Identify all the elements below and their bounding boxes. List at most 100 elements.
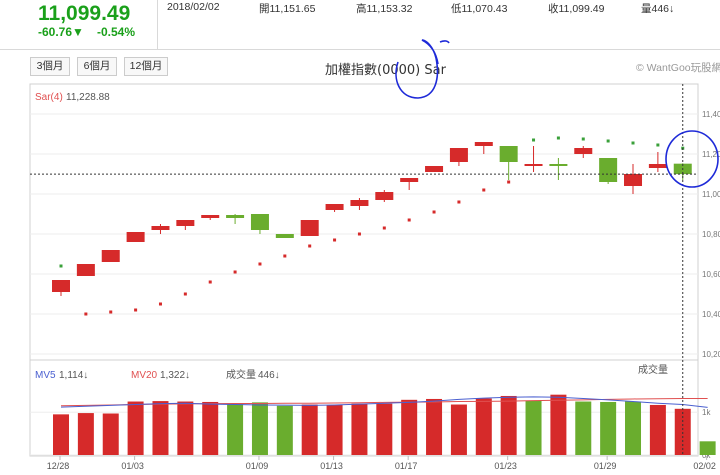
sar-legend-value: 11,228.88 — [66, 92, 110, 103]
volume-bar — [600, 401, 617, 455]
sar-point — [532, 138, 536, 142]
high-value: 高11,153.32 — [356, 3, 413, 15]
date-tick-label: 01/13 — [320, 461, 343, 471]
sar-point — [258, 262, 262, 266]
date-axis: 12/28 01/03 01/09 01/13 01/17 01/23 01/29 02/02 — [47, 456, 716, 471]
price-tick-label: 10,400 — [702, 310, 720, 319]
candle-body — [176, 220, 195, 226]
sar-point — [183, 292, 187, 296]
sar-point — [134, 308, 138, 312]
mv5-label: MV5 — [35, 370, 56, 381]
price-tick-label: 11,400 — [702, 110, 720, 119]
volume-bar — [674, 408, 691, 455]
volume-panel-title: 成交量 — [638, 363, 668, 376]
candle-body — [52, 280, 70, 292]
volume-axis: 0k 1k — [702, 408, 711, 460]
candle-body — [549, 164, 568, 166]
date-tick-label: 12/28 — [47, 461, 70, 471]
volume-legend-value: 446↓ — [258, 370, 280, 381]
volume-bars — [53, 394, 716, 455]
index-change-percent: -0.54% — [97, 25, 136, 39]
candle-body — [624, 174, 643, 186]
sar-point — [283, 254, 287, 258]
candle-body — [375, 192, 394, 200]
open-value: 開11,151.65 — [259, 3, 316, 15]
volume-bar — [376, 403, 393, 455]
sar-point — [333, 238, 337, 242]
date-tick-label: 01/23 — [494, 461, 517, 471]
volume-bar — [301, 404, 318, 455]
price-axis: 10,200 10,400 10,600 10,800 11,000 11,200 11,4… — [702, 110, 720, 359]
mv5-value: 1,114↓ — [59, 370, 88, 381]
candle-body — [151, 226, 170, 230]
range-3m-button[interactable]: 3個月 — [30, 57, 70, 76]
price-tick-label: 10,200 — [702, 350, 720, 359]
volume-bar — [53, 414, 69, 455]
candle-body — [226, 215, 245, 218]
sar-point — [233, 270, 237, 274]
close-value: 收11,099.49 — [548, 3, 605, 15]
volume-bar — [227, 404, 244, 455]
date-tick-label: 01/29 — [594, 461, 617, 471]
candle-body — [449, 148, 468, 162]
sar-point — [631, 141, 635, 145]
low-value: 低11,070.43 — [451, 3, 508, 15]
volume-legend-label: 成交量 — [226, 368, 256, 381]
mv20-label: MV20 — [131, 370, 158, 381]
volume-bar — [127, 401, 144, 455]
sar-point — [357, 232, 361, 236]
sar-point — [482, 188, 486, 192]
candlesticks — [52, 142, 692, 296]
volume-bar — [251, 402, 268, 455]
sar-point — [432, 210, 436, 214]
sar-point — [606, 139, 610, 143]
candle-body — [101, 250, 120, 262]
volume-bar — [699, 441, 716, 455]
volume-bar — [351, 403, 368, 455]
quote-header: 11,099.49 -60.76▼ -0.54% 2018/02/02 開11,… — [0, 0, 720, 50]
range-6m-button[interactable]: 6個月 — [77, 57, 117, 76]
candle-body — [574, 148, 593, 154]
volume-bar — [276, 405, 293, 455]
date-tick-label: 01/17 — [395, 461, 418, 471]
candle-body — [425, 166, 444, 172]
volume-bar — [500, 395, 517, 455]
chart-title: 加權指數(0000) Sar — [325, 63, 446, 78]
volume-value: 量446↓ — [641, 3, 675, 15]
sar-point — [556, 136, 560, 140]
candle-body — [499, 146, 518, 162]
candle-body — [400, 178, 419, 182]
candle-body — [648, 164, 667, 168]
volume-bar — [475, 398, 492, 455]
range-12m-button[interactable]: 12個月 — [124, 57, 168, 76]
sar-point — [59, 264, 63, 268]
price-tick-label: 10,800 — [702, 230, 720, 239]
copyright: © WantGoo玩股網 — [636, 62, 720, 74]
candle-body — [474, 142, 493, 146]
sar-point — [84, 312, 88, 316]
annotation-circle-last-candle — [665, 130, 719, 188]
sar-point — [208, 280, 212, 284]
candle-body — [126, 232, 145, 242]
candle-body — [350, 200, 369, 206]
volume-bar — [152, 401, 169, 455]
volume-bar — [426, 398, 443, 455]
price-tick-label: 10,600 — [702, 270, 720, 279]
sar-point — [158, 302, 162, 306]
chart-frame — [29, 83, 699, 457]
candle-body — [524, 164, 543, 166]
index-price: 11,099.49 — [38, 2, 131, 25]
sar-point — [308, 244, 312, 248]
volume-bar — [649, 404, 666, 455]
candle-body — [76, 264, 95, 276]
price-tick-label: 11,000 — [702, 190, 720, 199]
sar-point — [507, 180, 511, 184]
sar-legend-label: Sar(4) — [35, 92, 63, 103]
index-change: -60.76▼ — [38, 25, 84, 39]
date-tick-label: 01/09 — [246, 461, 269, 471]
volume-bar — [625, 401, 642, 455]
sar-point — [457, 200, 461, 204]
volume-tick-label: 0k — [702, 451, 711, 460]
volume-bar — [202, 401, 219, 455]
